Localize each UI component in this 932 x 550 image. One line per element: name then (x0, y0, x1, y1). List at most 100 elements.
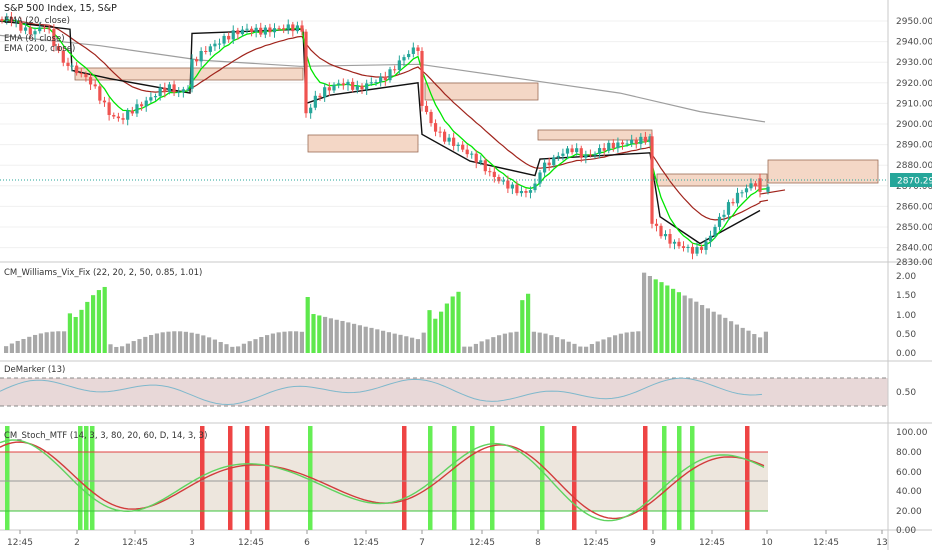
candle-body (639, 136, 643, 144)
ema200-legend[interactable]: EMA (200, close) (4, 44, 75, 54)
vix-bar (363, 326, 368, 353)
candle-body (740, 192, 744, 194)
stoch-bar (643, 426, 648, 530)
vix-bar (450, 296, 455, 353)
vix-bar (131, 341, 136, 353)
supply-zone (537, 129, 653, 141)
candle-body (672, 241, 677, 244)
candle-body (488, 171, 492, 173)
candle-body (304, 31, 308, 114)
candle-body (470, 153, 474, 155)
candle-body (121, 118, 125, 120)
candle-body (668, 234, 672, 244)
candle-body (282, 28, 286, 30)
stoch-bar (690, 426, 695, 530)
candle-body (337, 83, 341, 85)
vix-bar (9, 343, 14, 353)
candle-body (327, 87, 331, 91)
vix-tick-label: 1.00 (896, 311, 916, 321)
candle-body (313, 95, 317, 108)
price-panel[interactable] (0, 0, 888, 262)
candle-body (570, 148, 574, 153)
candle-body (213, 43, 217, 47)
vix-bar (700, 305, 705, 353)
vix-bar (44, 332, 49, 353)
vix-bar (410, 337, 415, 353)
time-tick-label: 8 (535, 538, 541, 548)
candle-body (416, 47, 420, 51)
candle-body (722, 214, 726, 217)
stoch-tick-label: 40.00 (896, 487, 922, 497)
vix-bar (758, 337, 763, 353)
vix-bar (154, 333, 159, 353)
time-tick-label: 7 (419, 538, 425, 548)
vix-bar (73, 316, 78, 353)
candle-body (713, 226, 717, 236)
vix-bar (207, 337, 212, 353)
price-legend: S&P 500 Index, 15, S&P EMA (20, close) E… (4, 3, 117, 54)
candle-body (593, 153, 597, 156)
candle-body (341, 83, 345, 86)
vix-bar (137, 339, 142, 353)
candle-body (402, 57, 406, 61)
candle-body (726, 202, 731, 215)
candle-body (565, 148, 570, 154)
stoch-bar (200, 426, 205, 530)
stoch-bar (245, 426, 250, 530)
candle-body (194, 59, 199, 62)
stoch-bar (84, 426, 89, 530)
vix-title[interactable]: CM_Williams_Vix_Fix (22, 20, 2, 50, 0.85… (4, 268, 202, 278)
time-axis: 12:45 2 12:45 3 12:45 6 12:45 7 12:45 8 12:45 9 12:4… (7, 530, 888, 548)
vix-bar (717, 314, 722, 353)
vix-bar (62, 331, 67, 353)
vix-bar (427, 310, 432, 353)
price-tick-label: 2950.00 (896, 17, 932, 27)
candle-body (0, 18, 4, 21)
candle-body (643, 136, 648, 143)
demarker-tick-label: 0.50 (896, 388, 916, 398)
vix-bar (114, 346, 119, 353)
candle-body (84, 73, 88, 78)
vix-bar (67, 313, 72, 353)
candle-body (295, 25, 300, 32)
candle-body (79, 73, 83, 75)
vix-bar (375, 329, 380, 353)
candle-body (107, 102, 111, 116)
demarker-title[interactable]: DeMarker (13) (4, 365, 65, 375)
vix-bar (288, 331, 293, 353)
candle-body (75, 65, 79, 74)
supply-zone (74, 67, 304, 81)
candle-body (506, 180, 510, 189)
ema20-legend[interactable]: EMA (20, close) (4, 16, 70, 26)
candle-body (181, 89, 185, 92)
candle-body (393, 69, 397, 71)
candle-body (753, 183, 758, 187)
ema6-legend[interactable]: EMA (6, close) (4, 34, 65, 44)
time-tick-label: 12:45 (122, 538, 148, 548)
vix-bar (462, 346, 467, 353)
vix-bar (601, 339, 606, 353)
candle-body (98, 86, 102, 101)
vix-bar (172, 331, 177, 353)
stoch-title[interactable]: CM_Stoch_MTF (14, 3, 3, 80, 20, 60, D, 1… (4, 431, 207, 441)
time-tick-label: 13 (876, 538, 887, 548)
vix-bar (149, 335, 154, 353)
vix-bar (125, 343, 130, 353)
candle-body (602, 148, 606, 151)
vix-bar (218, 342, 223, 353)
vix-bar (665, 285, 670, 353)
price-tick-label: 2860.00 (896, 202, 932, 212)
candle-body (681, 246, 686, 249)
vix-bar (160, 332, 165, 353)
candles (0, 11, 770, 260)
vix-bar (549, 335, 554, 353)
demarker-line (0, 377, 763, 406)
candle-body (663, 234, 668, 237)
vix-bar (178, 331, 183, 353)
stoch-lines (0, 439, 765, 522)
candle-body (28, 27, 32, 35)
vix-bar (497, 335, 502, 353)
candle-body (52, 29, 56, 47)
candle-body (510, 184, 514, 189)
